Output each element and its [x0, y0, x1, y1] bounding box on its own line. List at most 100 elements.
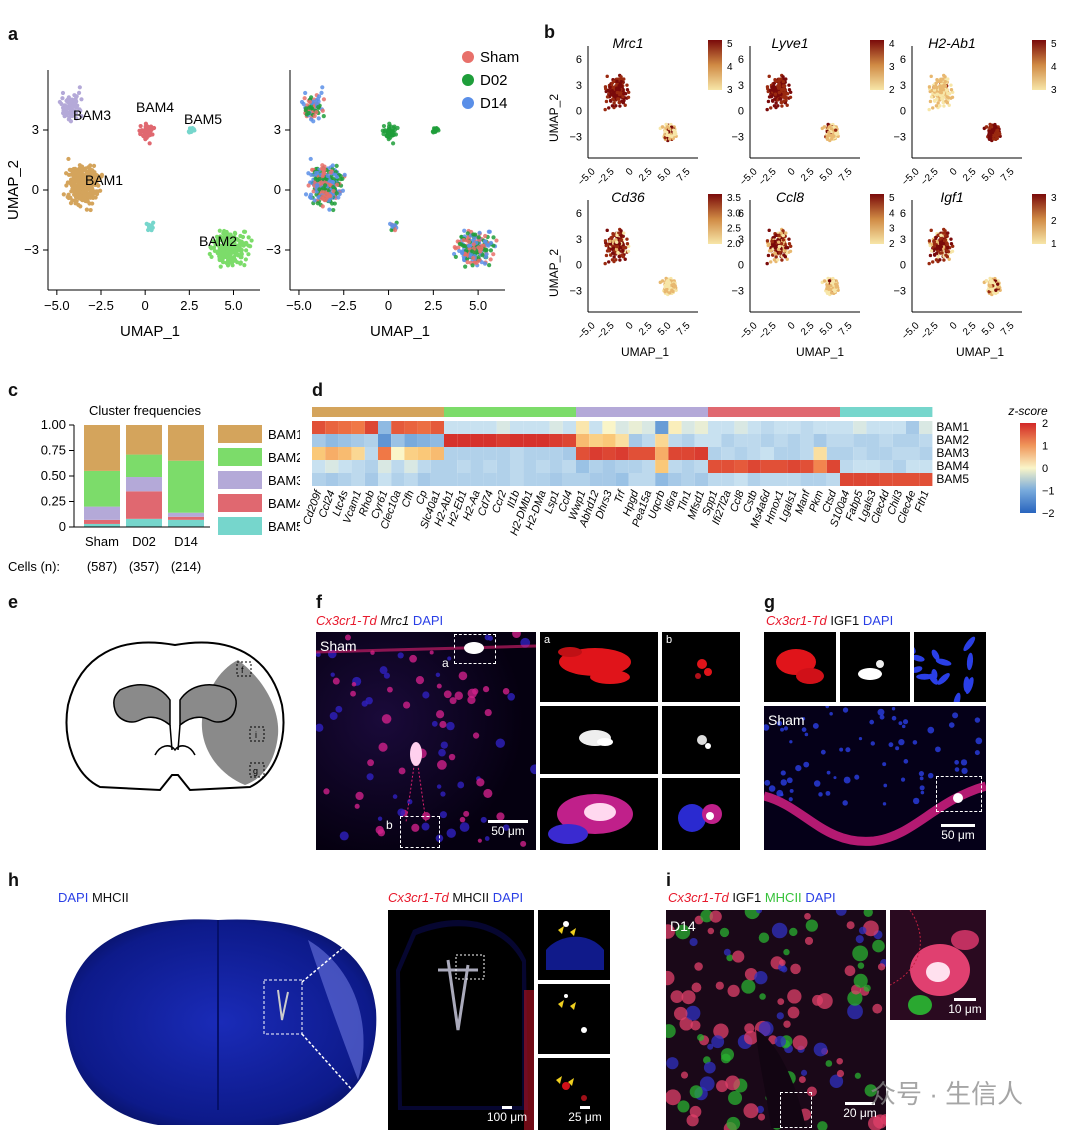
- heat-cell: [417, 447, 431, 460]
- zscore-colorbar: [1020, 423, 1036, 513]
- heat-cell: [496, 460, 510, 473]
- heat-cell: [417, 434, 431, 447]
- h-inset-merge: [538, 910, 610, 980]
- heat-cell: [919, 473, 933, 486]
- h-zoom-1: 100 μm: [388, 910, 534, 1130]
- heat-cell: [589, 434, 603, 447]
- heat-cell: [496, 447, 510, 460]
- heat-cell: [615, 460, 629, 473]
- heat-cell: [800, 447, 814, 460]
- heat-cell: [312, 460, 326, 473]
- bar-bam1-d14: [168, 425, 204, 461]
- colorbar-tick: 2: [889, 85, 895, 96]
- heat-cell: [351, 421, 365, 434]
- x-tick-label: 5.0: [656, 166, 674, 184]
- heat-cell: [668, 421, 682, 434]
- x-tick-label: 2.5: [799, 320, 817, 338]
- panel-letter-a: a: [8, 24, 19, 44]
- x-tick-label: −2.5: [88, 298, 114, 313]
- panel-d-heatmap: BAM1BAM2BAM3BAM4BAM5Cd209fCcl24Ltc4sVcam…: [301, 404, 1055, 537]
- panel-letter-b: b: [544, 22, 555, 42]
- x-tick-label: 0: [786, 320, 798, 332]
- heat-cell: [747, 421, 761, 434]
- x-tick-label: 2.5: [961, 166, 979, 184]
- colorbar-tick: 4: [1051, 62, 1057, 73]
- g-micrograph-sham: Sham 50 μm: [764, 706, 986, 850]
- heat-cell: [760, 447, 774, 460]
- x-tick-label: −5.0: [44, 298, 70, 313]
- row-label: BAM2: [936, 433, 969, 447]
- heat-cell: [919, 434, 933, 447]
- panel-letter-c: c: [8, 380, 19, 400]
- x-tick-label: 2.5: [180, 298, 198, 313]
- group-band: [312, 407, 444, 417]
- zscore-tick: 0: [1042, 463, 1048, 475]
- heat-cell: [840, 460, 854, 473]
- heat-cell: [549, 447, 563, 460]
- y-tick-label: 0: [576, 106, 582, 118]
- heat-cell: [523, 447, 537, 460]
- x-tick-label: 2.5: [637, 320, 655, 338]
- box-i: [249, 726, 265, 742]
- y-tick-label: 3: [738, 234, 744, 246]
- heat-cell: [813, 460, 827, 473]
- x-tick-label: −5.0: [286, 298, 312, 313]
- x-axis-label-col2: UMAP_1: [796, 345, 844, 359]
- y-tick-label: 3: [738, 80, 744, 92]
- heat-cell: [615, 473, 629, 486]
- column-label: Cp: [414, 489, 430, 506]
- bar-bam1-sham: [84, 425, 120, 471]
- legend-swatch: [218, 494, 262, 512]
- heat-cell: [444, 473, 458, 486]
- heat-cell: [576, 473, 590, 486]
- heat-cell: [642, 434, 656, 447]
- heat-cell: [826, 447, 840, 460]
- heat-cell: [866, 421, 880, 434]
- heat-cell: [655, 447, 669, 460]
- bar-bam1-d02: [126, 425, 162, 455]
- inset-b-merge: [662, 778, 740, 850]
- heat-cell: [391, 460, 405, 473]
- heat-cell: [747, 447, 761, 460]
- heat-cell: [892, 473, 906, 486]
- heat-cell: [470, 421, 484, 434]
- heat-cell: [787, 473, 801, 486]
- heat-cell: [589, 460, 603, 473]
- heat-cell: [787, 434, 801, 447]
- zscore-title: z-score: [1007, 404, 1048, 418]
- y-tick-label: 6: [738, 54, 744, 66]
- heat-cell: [589, 421, 603, 434]
- y-tick-label: 3: [900, 234, 906, 246]
- heat-cell: [642, 460, 656, 473]
- legend-sham: Sham: [480, 49, 519, 66]
- heat-cell: [430, 447, 444, 460]
- group-band: [576, 407, 708, 417]
- inset-a-white: [540, 706, 658, 774]
- scale-bar: 50 μm: [486, 820, 530, 838]
- marker-dapi: DAPI: [862, 613, 894, 628]
- heat-cell: [826, 460, 840, 473]
- x-tick-label: 2.5: [799, 166, 817, 184]
- column-label: Cfh: [400, 489, 417, 509]
- legend-label: BAM4: [268, 496, 300, 511]
- heat-cell: [892, 447, 906, 460]
- heat-cell: [602, 421, 616, 434]
- heat-cell: [655, 473, 669, 486]
- cluster-label-bam5: BAM5: [184, 111, 222, 127]
- marker-mrc1: Mrc1: [380, 613, 410, 628]
- heat-cell: [721, 447, 735, 460]
- heat-cell: [721, 421, 735, 434]
- marker-mhcii: MHCII: [91, 890, 129, 905]
- x-tick-label: 7.5: [675, 320, 693, 338]
- y-tick-label: −3: [731, 131, 744, 143]
- heat-cell: [444, 447, 458, 460]
- colorbar-tick: 3: [889, 224, 895, 235]
- bar-bam2-d02: [126, 454, 162, 478]
- gene-title: Lyve1: [771, 35, 808, 51]
- y-tick-label: −3: [24, 242, 39, 257]
- heat-cell: [589, 473, 603, 486]
- heat-cell: [576, 460, 590, 473]
- x-axis-label-2: UMAP_1: [370, 323, 430, 340]
- heat-cell: [906, 434, 920, 447]
